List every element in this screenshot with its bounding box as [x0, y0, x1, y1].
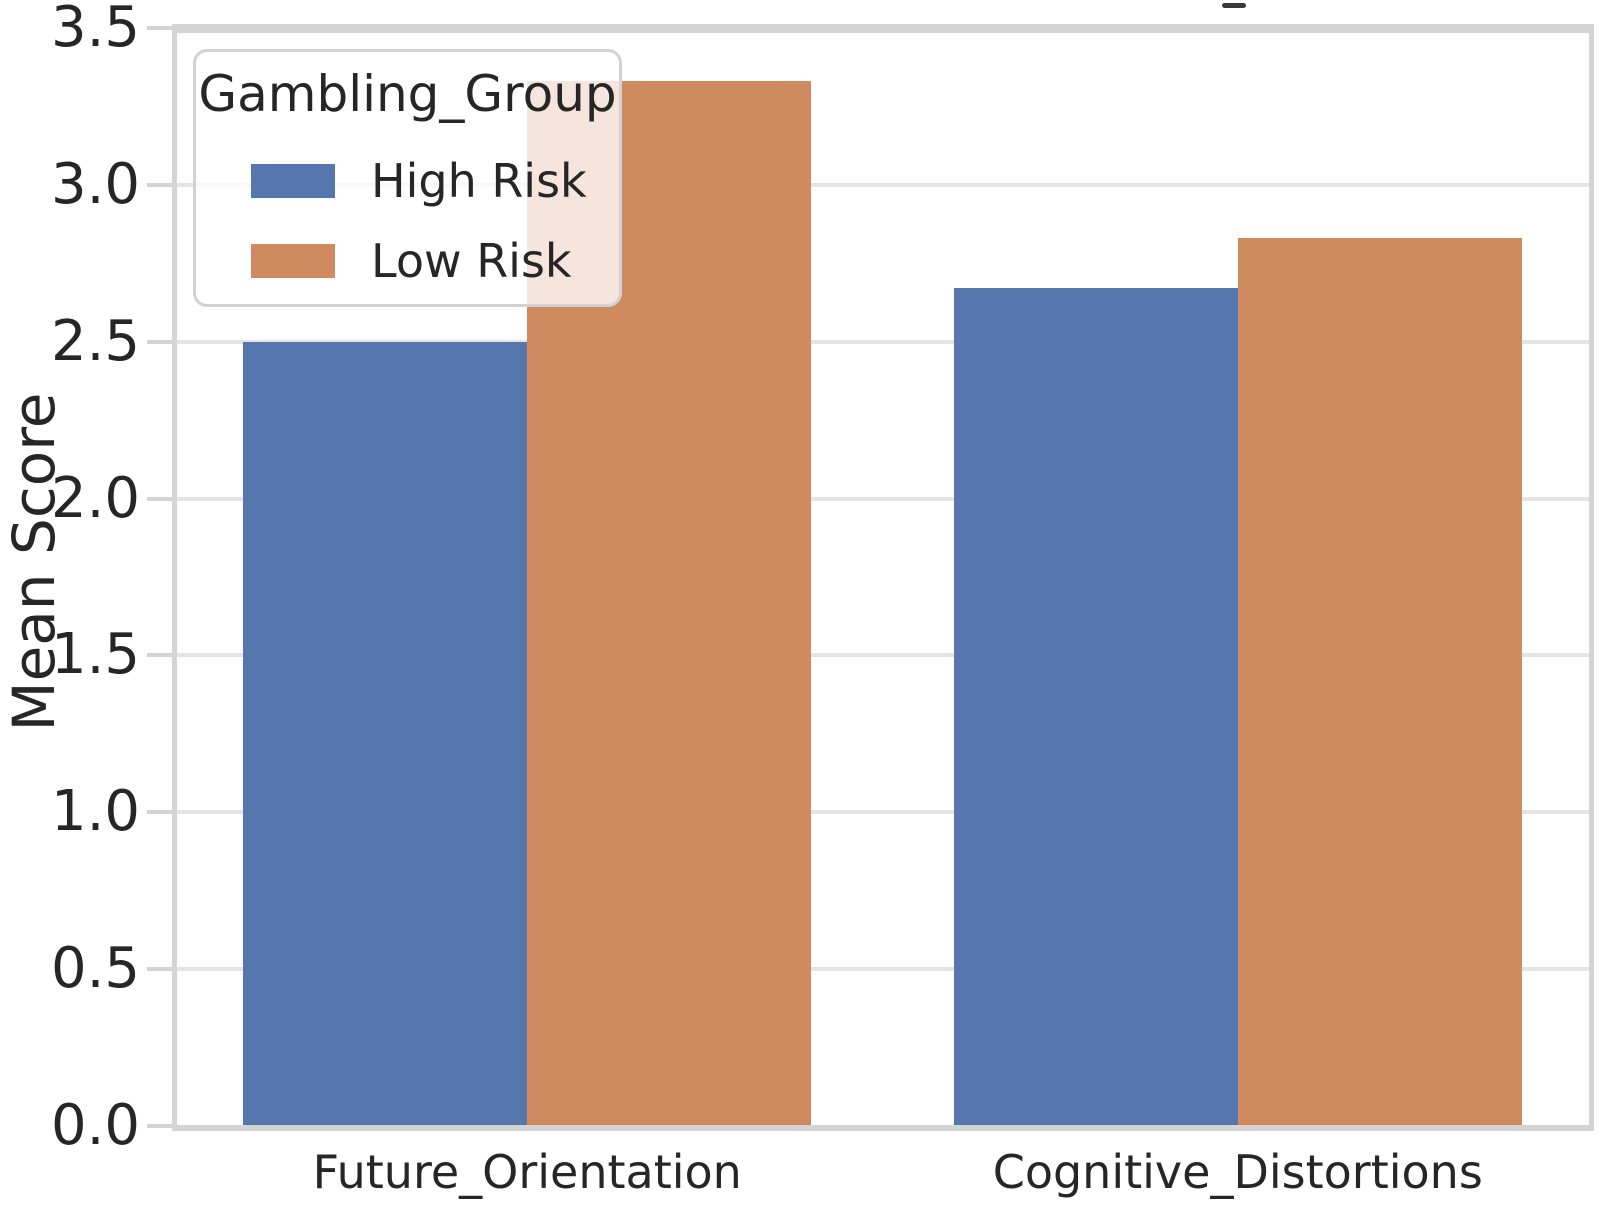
- y-tick-label-2.5: 2.5: [50, 308, 140, 374]
- artifact-mark: [1222, 3, 1246, 8]
- legend-title: Gambling_Group: [198, 65, 617, 123]
- y-tick-mark-1.5: [147, 653, 173, 658]
- y-tick-label-1.5: 1.5: [50, 622, 140, 688]
- y-tick-mark-3.0: [147, 182, 173, 187]
- y-tick-label-3.5: 3.5: [50, 0, 140, 60]
- legend-swatch-Low-Risk: [251, 244, 335, 278]
- y-tick-mark-2.5: [147, 339, 173, 344]
- gridline-0.5: [172, 967, 1593, 972]
- y-tick-label-3.0: 3.0: [50, 151, 140, 217]
- y-tick-mark-1.0: [147, 810, 173, 815]
- gridline-2.0: [172, 496, 1593, 501]
- legend-entry-Low-Risk: Low Risk: [196, 233, 619, 289]
- legend: Gambling_Group High Risk Low Risk: [193, 49, 622, 307]
- y-tick-label-1.0: 1.0: [50, 779, 140, 845]
- legend-label: Low Risk: [371, 234, 572, 288]
- plot-area: [172, 28, 1593, 1126]
- y-tick-label-0.0: 0.0: [50, 1093, 140, 1158]
- gridline-3.0: [172, 182, 1593, 187]
- bar-Future_Orientation-High-Risk: [243, 341, 528, 1126]
- legend-label: High Risk: [371, 154, 587, 208]
- gridline-2.5: [172, 339, 1593, 344]
- legend-entry-High-Risk: High Risk: [196, 153, 619, 209]
- y-axis-label: Mean Score: [0, 392, 68, 732]
- bar-Cognitive_Distortions-Low-Risk: [1237, 238, 1522, 1126]
- gridline-1.0: [172, 810, 1593, 815]
- y-tick-mark-3.5: [147, 26, 173, 30]
- y-tick-label-2.0: 2.0: [50, 465, 140, 531]
- bar-Cognitive_Distortions-High-Risk: [953, 288, 1238, 1126]
- y-tick-label-0.5: 0.5: [50, 936, 140, 1002]
- gridline-1.5: [172, 653, 1593, 658]
- y-tick-mark-0.0: [147, 1124, 173, 1128]
- x-tick-label-Cognitive_Distortions: Cognitive_Distortions: [992, 1145, 1483, 1199]
- legend-swatch-High-Risk: [251, 164, 335, 198]
- x-tick-label-Future_Orientation: Future_Orientation: [312, 1145, 742, 1199]
- y-tick-mark-2.0: [147, 496, 173, 501]
- y-tick-mark-0.5: [147, 967, 173, 972]
